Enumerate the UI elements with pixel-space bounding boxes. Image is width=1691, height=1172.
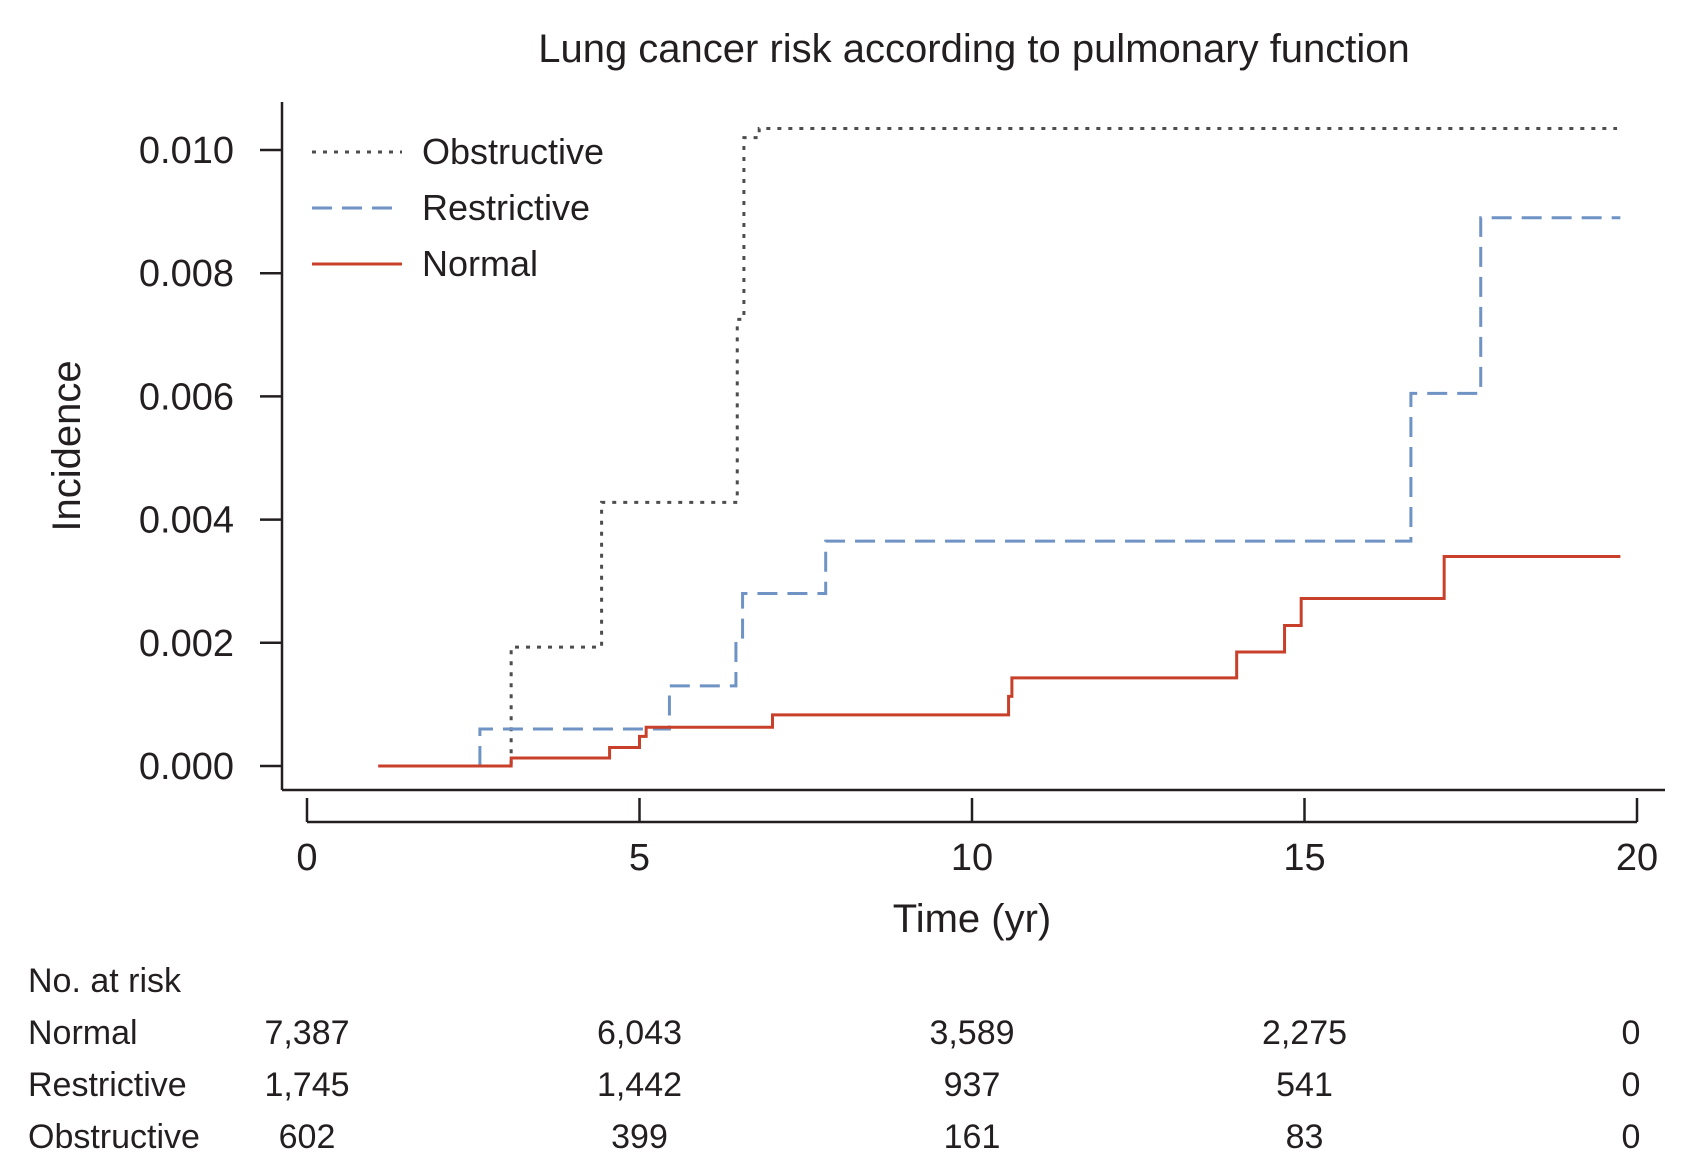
legend-label-restrictive: Restrictive [422,187,590,228]
risk-table-header: No. at risk [28,962,182,1000]
y-tick-label: 0.002 [139,623,234,665]
y-tick-label: 0.006 [139,376,234,418]
series-line-normal [378,555,1621,768]
legend-label-obstructive: Obstructive [422,131,604,172]
risk-cell: 1,442 [597,1066,682,1104]
y-tick-label: 0.004 [139,500,234,542]
y-tick-label: 0.000 [139,746,234,788]
y-tick-label: 0.008 [139,253,234,295]
risk-row-label: Restrictive [28,1066,187,1104]
risk-row-label: Normal [28,1014,138,1052]
legend-label-normal: Normal [422,243,538,284]
risk-cell: 937 [944,1066,1001,1104]
x-tick-label: 15 [1283,837,1325,879]
y-tick-label: 0.010 [139,130,234,172]
x-tick-label: 0 [296,837,317,879]
risk-cell: 3,589 [929,1014,1014,1052]
risk-cell: 399 [611,1118,668,1156]
x-tick-label: 20 [1616,837,1658,879]
x-ticks: 0 5 10 15 20 [296,798,1658,879]
legend: Obstructive Restrictive Normal [312,131,604,284]
series-line-obstructive [479,126,1618,768]
y-axis-label: Incidence [45,360,89,531]
risk-row-label: Obstructive [28,1118,200,1156]
risk-cell: 83 [1286,1118,1324,1156]
chart-title: Lung cancer risk according to pulmonary … [538,27,1410,71]
risk-cell: 1,745 [264,1066,349,1104]
x-tick-label: 10 [951,837,993,879]
axes: 0.000 0.002 0.004 0.006 0.008 0.010 0 5 10 15 20 [139,102,1665,879]
risk-cell: 602 [279,1118,336,1156]
risk-cell: 0 [1622,1014,1641,1052]
y-ticks: 0.000 0.002 0.004 0.006 0.008 0.010 [139,130,282,788]
risk-cell: 161 [944,1118,1001,1156]
risk-table: No. at risk Normal 7,387 6,043 3,589 2,275 0 R… [28,962,1640,1156]
plot-lines [378,126,1621,768]
series-line-restrictive [478,216,1621,766]
risk-cell: 7,387 [264,1014,349,1052]
x-tick-label: 5 [629,837,650,879]
risk-cell: 2,275 [1262,1014,1347,1052]
risk-cell: 541 [1276,1066,1333,1104]
risk-cell: 0 [1622,1066,1641,1104]
risk-cell: 0 [1622,1118,1641,1156]
risk-cell: 6,043 [597,1014,682,1052]
x-axis-label: Time (yr) [893,897,1051,941]
